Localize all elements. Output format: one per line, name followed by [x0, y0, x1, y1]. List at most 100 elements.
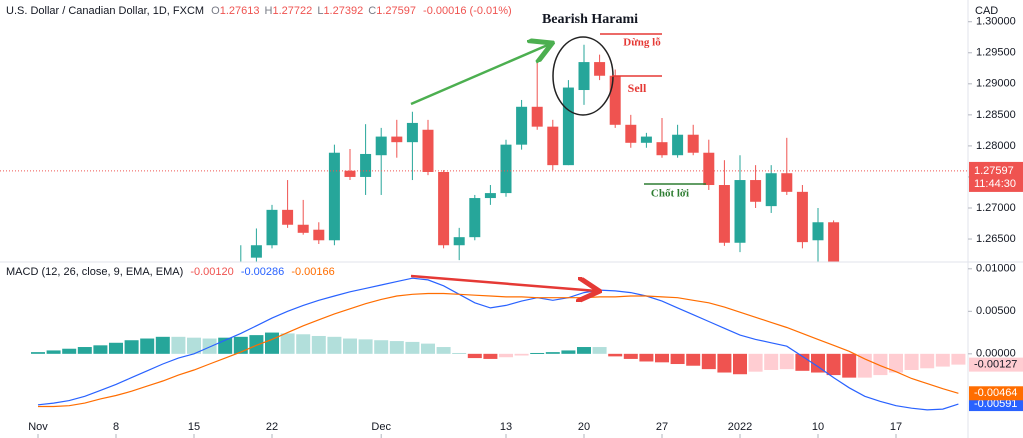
candle-body — [469, 198, 481, 238]
candle-body — [750, 180, 762, 202]
x-tick-label: Nov — [28, 421, 48, 433]
ohlc-label: C — [368, 5, 376, 17]
candle-body — [297, 224, 309, 233]
histogram-bar — [717, 353, 732, 373]
value-label-box — [969, 357, 1023, 372]
candle-body — [734, 180, 746, 243]
histogram-bar — [826, 353, 841, 376]
y-tick-label: 1.29500 — [976, 47, 1016, 59]
histogram-bar — [623, 353, 638, 359]
histogram-bar — [467, 353, 482, 359]
histogram-bar — [77, 347, 92, 354]
countdown-label: 11:44:30 — [974, 178, 1016, 190]
histogram-bar — [686, 353, 701, 366]
x-tick-label: 22 — [266, 421, 278, 433]
histogram-bar — [857, 353, 872, 378]
histogram-bar — [280, 333, 295, 354]
last-price-label: 1.27597 — [974, 165, 1014, 177]
x-tick-label: 17 — [890, 421, 902, 433]
x-tick-label: 20 — [578, 421, 590, 433]
macd-legend-value: -0.00286 — [241, 266, 284, 278]
ohlc-value: 1.27722 — [272, 5, 312, 17]
candle-body — [672, 134, 684, 156]
stop-loss-label: Dừng lỗ — [623, 37, 661, 49]
candle-body — [656, 142, 668, 156]
candle-body — [765, 173, 777, 207]
histogram-bar — [187, 337, 201, 354]
candle-body — [313, 229, 325, 241]
price-plot — [0, 44, 968, 262]
histogram-bar — [202, 338, 217, 354]
candle-body — [360, 153, 372, 177]
candle-body — [703, 152, 715, 186]
histogram-bar — [31, 352, 45, 354]
histogram-bar — [779, 353, 794, 370]
histogram-bar — [811, 353, 825, 373]
take-profit-label: Chốt lời — [651, 188, 689, 200]
histogram-bar — [62, 348, 77, 354]
candle-body — [796, 191, 808, 243]
ohlc-value: 1.27613 — [220, 5, 260, 17]
ohlc-value: 1.27597 — [376, 5, 416, 17]
histogram-bar — [592, 347, 607, 354]
histogram-bar — [577, 347, 591, 354]
value-label-box — [969, 397, 1023, 412]
sell-label: Sell — [628, 81, 647, 95]
histogram-bar — [343, 338, 357, 354]
candle-body — [375, 136, 387, 156]
histogram-bar — [140, 338, 155, 354]
histogram-bar — [935, 353, 950, 367]
candle-body — [531, 106, 543, 127]
y-tick-label: 1.28500 — [976, 109, 1016, 121]
histogram-bar — [608, 353, 623, 357]
candle-body — [391, 136, 403, 143]
candle-body — [562, 87, 574, 166]
value-label: -0.00464 — [974, 387, 1017, 399]
histogram-bar — [93, 345, 108, 354]
histogram-bar — [483, 353, 498, 359]
macd-legend: MACD (12, 26, close, 9, EMA, EMA) -0.001… — [6, 266, 335, 278]
candle-body — [609, 75, 621, 125]
histogram-bar — [670, 353, 685, 365]
macd-line — [37, 277, 959, 411]
candle-body — [500, 144, 512, 194]
histogram-bar — [842, 353, 857, 378]
candle-body — [282, 209, 294, 225]
value-label: -0.00591 — [974, 398, 1017, 410]
candle-body — [516, 106, 528, 145]
candle-body — [547, 126, 559, 166]
histogram-bar — [358, 339, 373, 354]
histogram-bar — [920, 353, 935, 369]
value-label: -0.00127 — [974, 359, 1017, 371]
histogram-bar — [561, 350, 576, 354]
histogram-bar — [46, 350, 61, 354]
histogram-bar — [499, 353, 513, 358]
ohlc-label: O — [211, 5, 220, 17]
histogram-bar — [405, 341, 420, 354]
histogram-bar — [452, 352, 467, 354]
divergence-arrow — [410, 274, 597, 291]
histogram-bar — [436, 347, 451, 354]
candle-body — [438, 171, 450, 246]
macd-plot — [31, 277, 966, 411]
histogram-bar — [124, 340, 139, 354]
macd-legend-value: -0.00120 — [190, 266, 233, 278]
y-tick-label: 0.00500 — [976, 305, 1016, 317]
change: -0.00016 (-0.01%) — [423, 5, 512, 17]
ohlc-value: 1.27392 — [323, 5, 363, 17]
x-tick-label: 2022 — [728, 421, 752, 433]
macd-title: MACD (12, 26, close, 9, EMA, EMA) — [6, 266, 183, 278]
x-tick-label: Dec — [371, 421, 391, 433]
candle-body — [687, 134, 699, 153]
x-tick-label: 27 — [656, 421, 668, 433]
histogram-bar — [701, 353, 716, 370]
histogram-bar — [171, 336, 186, 354]
histogram-bar — [421, 343, 435, 354]
y-tick-label: 1.29000 — [976, 78, 1016, 90]
histogram-bar — [951, 353, 966, 365]
candle-body — [328, 152, 340, 241]
histogram-bar — [374, 340, 389, 354]
candle-body — [640, 136, 652, 143]
y-tick-label: 0.00000 — [976, 348, 1016, 360]
histogram-bar — [748, 353, 763, 372]
